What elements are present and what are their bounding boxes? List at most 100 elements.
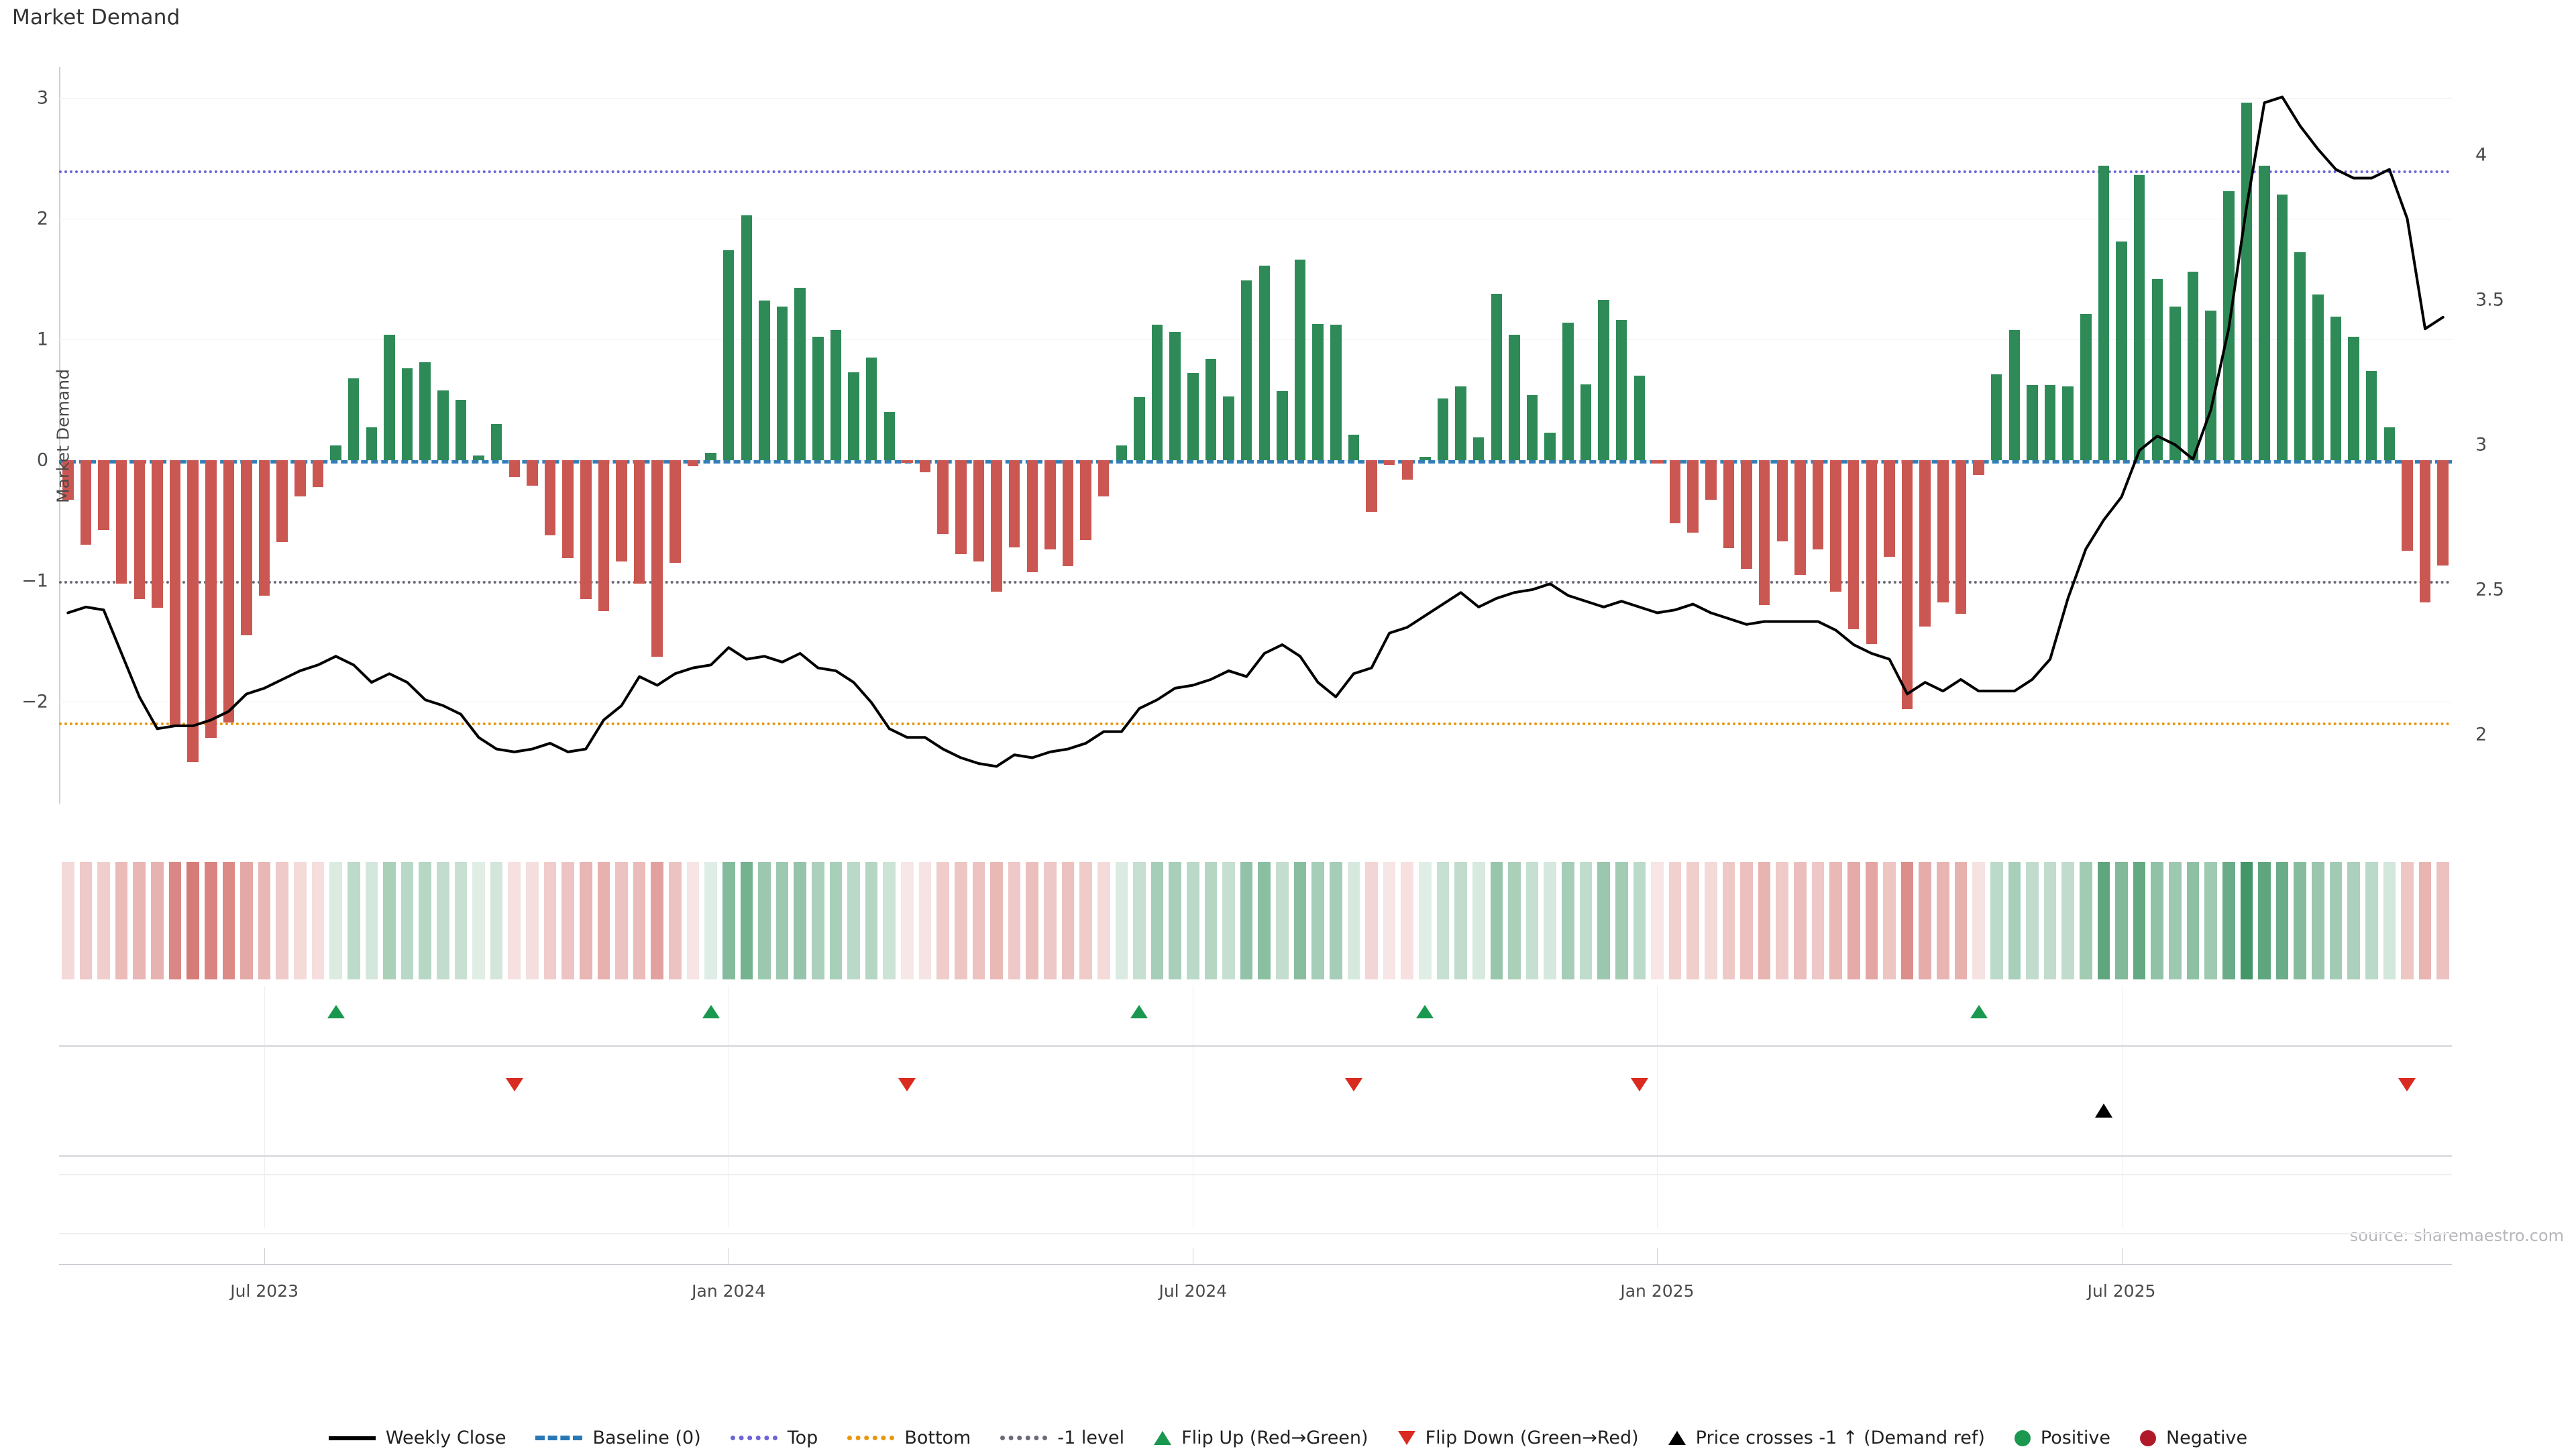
demand-bar-negative	[1080, 460, 1091, 540]
demand-bar-negative	[1366, 460, 1377, 513]
heatmap-cell	[258, 862, 271, 979]
cross-panel-rule	[59, 1155, 2452, 1157]
heatmap-cell	[400, 862, 414, 979]
legend-item[interactable]: Flip Up (Red→Green)	[1154, 1428, 1368, 1448]
heatmap-cell	[2418, 862, 2432, 979]
demand-bar-negative	[1955, 460, 1967, 614]
demand-bar-positive	[2116, 241, 2127, 460]
demand-bar-negative	[1901, 460, 1913, 709]
heatmap-cell	[1240, 862, 1253, 979]
y-axis-tick-label: 0	[36, 449, 48, 471]
demand-bar-negative	[1758, 460, 1770, 605]
legend-item-label: Flip Down (Green→Red)	[1425, 1428, 1639, 1448]
legend-item-label: Top	[787, 1428, 818, 1448]
lower-guide-rule	[59, 1174, 2452, 1175]
heatmap-cell	[1990, 862, 2003, 979]
heatmap-cell	[526, 862, 539, 979]
heatmap-cell	[1954, 862, 1968, 979]
y-axis-tick-label: 3	[36, 87, 48, 109]
demand-bar-positive	[1116, 445, 1128, 460]
panel-vertical-gridline	[2121, 986, 2123, 1120]
heatmap-cell	[740, 862, 753, 979]
legend-item[interactable]: Baseline (0)	[535, 1428, 701, 1448]
legend-item[interactable]: -1 level	[1000, 1428, 1124, 1448]
demand-bar-positive	[2294, 252, 2306, 460]
demand-bar-negative	[1884, 460, 1895, 557]
heatmap-cell	[669, 862, 682, 979]
demand-bar-negative	[1847, 460, 1860, 629]
heatmap-cell	[1597, 862, 1610, 979]
legend-item-label: Price crosses -1 ↑ (Demand ref)	[1695, 1428, 1985, 1448]
demand-bar-negative	[2437, 460, 2449, 566]
flip-down-marker-icon	[898, 1078, 916, 1091]
demand-bar-negative	[633, 460, 645, 584]
demand-bar-positive	[2133, 175, 2145, 460]
heatmap-cell	[115, 862, 128, 979]
heatmap-cell	[954, 862, 967, 979]
legend-item[interactable]: Negative	[2139, 1428, 2247, 1448]
dashed-line-icon	[535, 1436, 583, 1440]
lower-guide-rule	[59, 1233, 2452, 1234]
legend-item[interactable]: Bottom	[847, 1428, 971, 1448]
flip-up-marker-icon	[1970, 1005, 1988, 1018]
heatmap-cell	[847, 862, 860, 979]
legend-item[interactable]: Price crosses -1 ↑ (Demand ref)	[1668, 1428, 1985, 1448]
heatmap-cell	[1276, 862, 1289, 979]
heatmap-cell	[1436, 862, 1450, 979]
heatmap-cell	[1900, 862, 1914, 979]
heatmap-cell	[79, 862, 93, 979]
main-plot-area	[59, 74, 2452, 798]
x-axis-tick-mark	[1657, 1248, 1658, 1265]
flip-markers-panel	[59, 986, 2452, 1120]
heatmap-cell	[1258, 862, 1271, 979]
y2-axis-tick-label: 3	[2475, 434, 2487, 455]
legend-item[interactable]: Top	[730, 1428, 818, 1448]
heatmap-cell	[1044, 862, 1057, 979]
legend-item-label: Positive	[2040, 1428, 2110, 1448]
demand-bar-positive	[1134, 397, 1145, 460]
heatmap-cell	[365, 862, 378, 979]
heatmap-cell	[2115, 862, 2128, 979]
panel-vertical-gridline	[2121, 1087, 2123, 1228]
demand-bar-positive	[2348, 337, 2359, 460]
solid-line-icon	[328, 1436, 376, 1440]
demand-bar-negative	[919, 460, 931, 472]
heatmap-cell	[437, 862, 449, 979]
flip-down-marker-icon	[1344, 1078, 1362, 1091]
heatmap-cell	[2151, 862, 2164, 979]
heatmap-cell	[901, 862, 914, 979]
heatmap-cell	[472, 862, 485, 979]
heatmap-cell	[543, 862, 557, 979]
heatmap-cell	[276, 862, 289, 979]
demand-bar-negative	[544, 460, 556, 535]
heatmap-cell	[2133, 862, 2146, 979]
y-axis-tick-label: 2	[36, 208, 48, 229]
heatmap-cell	[168, 862, 182, 979]
left-axis-label: Market Demand	[53, 369, 73, 503]
demand-bar-negative	[276, 460, 288, 543]
y2-axis-tick-label: 2.5	[2475, 579, 2504, 600]
heatmap-cell	[2365, 862, 2378, 979]
heatmap-cell	[1490, 862, 1503, 979]
flip-up-marker-icon	[327, 1005, 345, 1018]
heatmap-cell	[1972, 862, 1985, 979]
x-axis-tick-label: Jan 2025	[1620, 1281, 1695, 1301]
heatmap-cell	[1508, 862, 1521, 979]
legend-item[interactable]: Weekly Close	[328, 1428, 506, 1448]
baseline-zero-line	[59, 460, 2452, 464]
legend-item[interactable]: Flip Down (Green→Red)	[1397, 1428, 1639, 1448]
demand-bar-positive	[1633, 376, 1646, 460]
demand-bar-negative	[1062, 460, 1074, 567]
heatmap-cell	[651, 862, 664, 979]
demand-bar-positive	[2027, 385, 2038, 460]
heatmap-cell	[1008, 862, 1021, 979]
demand-bar-positive	[2080, 314, 2092, 460]
heatmap-cell	[2329, 862, 2343, 979]
legend-item[interactable]: Positive	[2014, 1428, 2110, 1448]
x-axis-tick-label: Jul 2024	[1159, 1281, 1228, 1301]
demand-bar-negative	[562, 460, 574, 558]
demand-bar-negative	[902, 460, 913, 463]
demand-bar-positive	[1562, 322, 1574, 460]
demand-bar-positive	[794, 287, 806, 460]
heatmap-cell	[722, 862, 735, 979]
